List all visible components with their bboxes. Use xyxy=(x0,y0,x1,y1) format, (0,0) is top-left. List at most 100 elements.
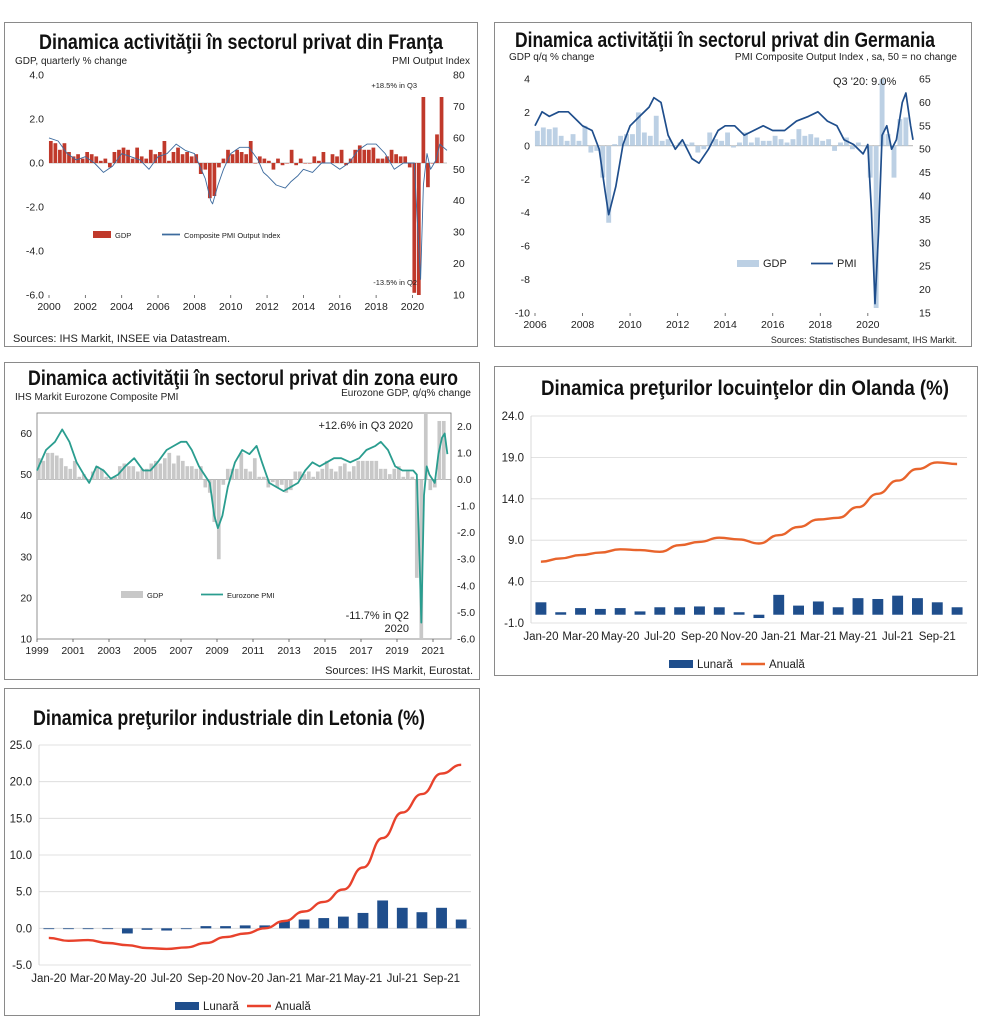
left-tick-label: -6.0 xyxy=(26,290,44,302)
gdp-bar xyxy=(280,163,285,166)
gdp-bar xyxy=(288,479,293,491)
gdp-bar xyxy=(104,476,109,480)
right-tick-label: 40 xyxy=(919,191,931,203)
gdp-bar xyxy=(362,149,367,163)
gdp-bar xyxy=(76,154,80,163)
left-tick-label: -2 xyxy=(521,174,530,186)
gdp-bar xyxy=(207,163,212,199)
gdp-bar xyxy=(826,139,832,146)
gdp-bar xyxy=(36,458,41,480)
gdp-bar xyxy=(832,145,837,151)
gdp-bar xyxy=(203,163,208,170)
monthly-bar xyxy=(733,612,745,615)
gdp-bar xyxy=(311,476,316,480)
gdp-bar xyxy=(394,154,398,163)
left-tick-label: 2 xyxy=(524,107,530,119)
gdp-bar xyxy=(67,152,71,163)
monthly-bar xyxy=(220,926,231,929)
gdp-bar xyxy=(820,140,826,146)
gdp-bar xyxy=(378,468,383,480)
x-tick-label: 2008 xyxy=(571,319,595,331)
gdp-bar xyxy=(243,468,248,480)
gdp-bar xyxy=(389,149,394,163)
gdp-bar xyxy=(360,460,365,480)
chart-title: Dinamica activităţii în sectorul privat … xyxy=(515,29,935,52)
gdp-bar xyxy=(576,140,582,146)
gdp-bar xyxy=(312,156,317,163)
monthly-bar xyxy=(161,928,173,931)
gdp-bar xyxy=(121,147,126,163)
left-tick-label: 4 xyxy=(524,74,530,86)
gdp-bar xyxy=(689,142,695,146)
left-tick-label: -10 xyxy=(515,308,530,320)
gdp-bar xyxy=(126,466,131,480)
gdp-bar xyxy=(48,141,53,163)
gdp-bar xyxy=(606,145,612,223)
x-tick-label: 2019 xyxy=(385,645,409,657)
gdp-bar xyxy=(140,468,145,480)
right-tick-label: 30 xyxy=(919,237,931,249)
gdp-bar xyxy=(41,460,46,480)
gdp-bar xyxy=(594,145,600,151)
monthly-bar xyxy=(872,598,884,615)
gdp-bar xyxy=(695,145,701,153)
x-tick-label: 1999 xyxy=(25,645,49,657)
right-tick-label: -3.0 xyxy=(457,554,475,566)
right-tick-label: -5.0 xyxy=(457,607,475,619)
chart-latvia: Dinamica preţurilor industriale din Leto… xyxy=(10,707,471,1013)
x-tick-label: 2012 xyxy=(255,301,279,313)
gdp-bar xyxy=(89,154,94,163)
x-tick-label: Jan-21 xyxy=(267,973,302,985)
x-tick-label: Sep-20 xyxy=(681,631,718,643)
x-tick-label: Jul-20 xyxy=(644,631,675,643)
x-tick-label: 2010 xyxy=(618,319,642,331)
gdp-bar xyxy=(838,142,843,146)
legend-label-annual: Anuală xyxy=(769,659,805,671)
gdp-bar xyxy=(176,147,180,163)
chart-germany: Dinamica activităţii în sectorul privat … xyxy=(509,29,957,345)
right-tick-label: 1.0 xyxy=(457,447,472,459)
monthly-bar xyxy=(337,916,349,929)
x-tick-label: 2021 xyxy=(421,645,445,657)
gdp-bar xyxy=(383,468,388,480)
gdp-bar xyxy=(270,479,275,483)
y-tick-label: 0.0 xyxy=(16,923,32,935)
gdp-bar xyxy=(405,471,410,480)
gdp-bar xyxy=(144,468,149,480)
gdp-bar xyxy=(423,413,428,480)
gdp-bar xyxy=(725,132,731,146)
monthly-bar xyxy=(555,612,567,615)
gdp-bar xyxy=(407,163,412,168)
gdp-bar xyxy=(77,476,82,480)
pmi-line xyxy=(534,92,914,305)
x-tick-label: Mar-21 xyxy=(800,631,836,643)
right-tick-label: 35 xyxy=(919,214,931,226)
gdp-bar xyxy=(335,156,339,163)
source-note: Sources: Statistisches Bundesamt, IHS Ma… xyxy=(771,335,957,345)
gdp-bar xyxy=(641,132,647,146)
gdp-bar xyxy=(552,127,558,146)
legend-label-monthly: Lunară xyxy=(697,659,733,671)
monthly-bar xyxy=(318,918,330,929)
left-axis-label: IHS Markit Eurozone Composite PMI xyxy=(15,392,178,403)
monthly-bar xyxy=(575,608,586,615)
gdp-bar xyxy=(421,97,426,163)
x-tick-label: 2001 xyxy=(61,645,85,657)
gdp-bar xyxy=(428,479,433,491)
gdp-bar xyxy=(72,460,77,480)
gdp-bar xyxy=(412,163,417,293)
right-tick-label: -6.0 xyxy=(457,634,475,646)
gdp-bar xyxy=(189,466,194,480)
gdp-bar xyxy=(248,141,253,163)
gdp-bar xyxy=(356,460,361,480)
chart-title: Dinamica preţurilor locuinţelor din Olan… xyxy=(541,377,949,400)
gdp-bar xyxy=(540,127,546,146)
gdp-bar xyxy=(317,160,321,163)
x-tick-label: Jan-21 xyxy=(761,631,796,643)
x-tick-label: May-20 xyxy=(601,631,639,643)
gdp-bar xyxy=(416,163,421,295)
monthly-bar xyxy=(141,928,153,930)
gdp-bar xyxy=(45,452,50,480)
y-tick-label: 9.0 xyxy=(508,535,524,547)
legend-swatch-gdp xyxy=(737,260,759,267)
